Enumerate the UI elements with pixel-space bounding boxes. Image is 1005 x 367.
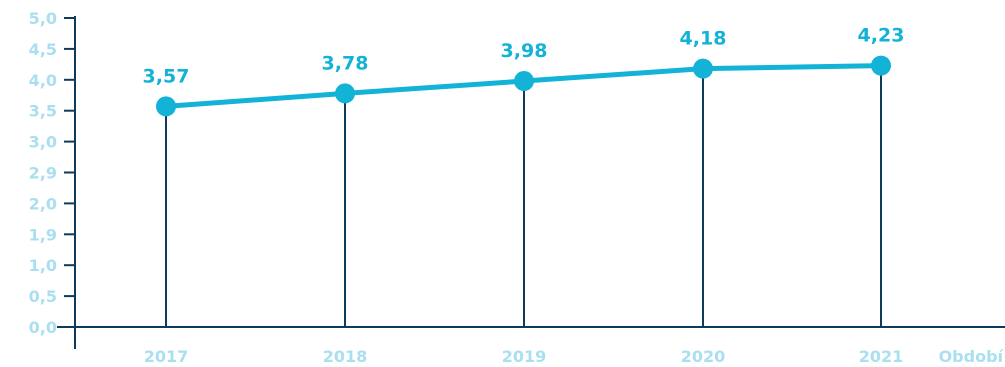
- data-point: [514, 71, 534, 92]
- data-label: 4,18: [680, 28, 727, 50]
- x-tick-label: 2018: [323, 347, 368, 366]
- y-tick-label: 1,9: [29, 225, 57, 244]
- data-point: [156, 96, 176, 117]
- y-tick-label: 4,0: [29, 71, 57, 90]
- y-tick-label: 5,0: [29, 9, 57, 28]
- x-tick-label: 2017: [144, 347, 189, 366]
- y-tick-label: 2,0: [29, 194, 57, 213]
- y-tick-label: 3,0: [29, 133, 57, 152]
- x-tick-label: 2021: [859, 347, 904, 366]
- axes-layer: 0,0 0,5 1,0 1,9 2,0 2,9 3,0 3,5 4,0 4,5 5,0: [29, 9, 1005, 349]
- x-axis-title: Období: [939, 347, 1005, 366]
- drop-lines-layer: [165, 65, 882, 327]
- x-tick-label: 2019: [502, 347, 547, 366]
- data-label: 3,98: [501, 40, 548, 62]
- y-tick-label: 0,5: [29, 287, 57, 306]
- data-point: [693, 58, 713, 79]
- y-tick-label: 0,0: [29, 318, 57, 337]
- y-tick-label: 3,5: [29, 102, 57, 121]
- y-tick-label: 1,0: [29, 256, 57, 275]
- data-point: [335, 83, 355, 104]
- x-tick-label: 2020: [681, 347, 726, 366]
- data-label: 3,78: [322, 52, 369, 74]
- data-label: 4,23: [858, 25, 905, 47]
- data-point: [871, 55, 891, 76]
- y-tick-label: 2,9: [29, 164, 57, 183]
- labels-layer: 3,57 3,78 3,98 4,18 4,23 2017 2018 2019 2020 2021…: [143, 25, 1005, 366]
- data-label: 3,57: [143, 65, 190, 87]
- y-tick-label: 4,5: [29, 40, 57, 59]
- points-layer: [156, 55, 891, 117]
